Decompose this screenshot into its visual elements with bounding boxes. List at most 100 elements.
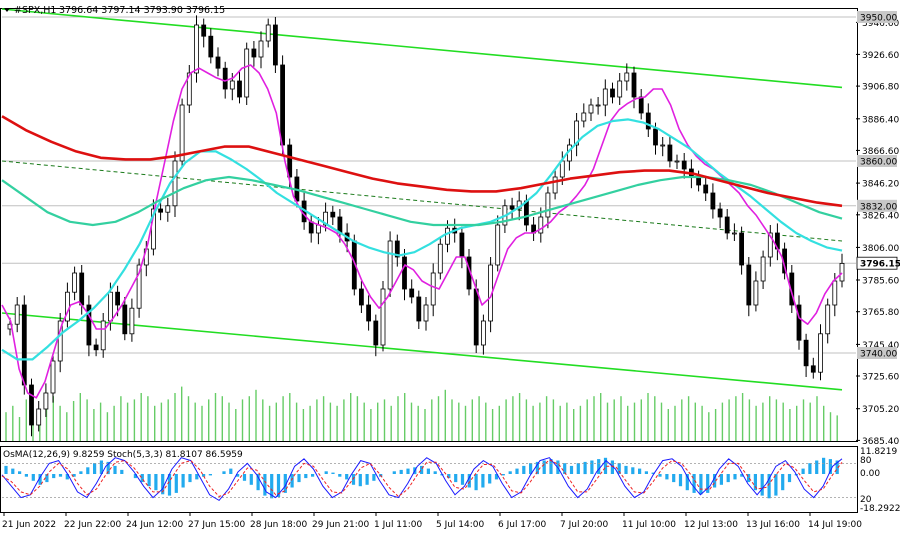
y-tick-label: 3705.20 bbox=[862, 405, 899, 415]
candle-body bbox=[810, 365, 816, 373]
candle bbox=[753, 271, 759, 312]
osma-bar bbox=[236, 474, 240, 477]
osma-bar bbox=[460, 474, 465, 485]
osma-bar bbox=[202, 474, 206, 477]
candle-body bbox=[115, 291, 120, 306]
osma-bar bbox=[208, 474, 212, 476]
candle-body bbox=[495, 224, 501, 266]
candle-body bbox=[445, 227, 450, 245]
candle-body bbox=[645, 112, 651, 130]
candle-body bbox=[387, 240, 393, 290]
osma-bar bbox=[529, 463, 533, 474]
price-level-tag: 3950.00 bbox=[857, 11, 897, 24]
candle-body bbox=[581, 112, 587, 122]
candle bbox=[430, 263, 436, 317]
candle-body bbox=[330, 211, 336, 218]
osma-bar bbox=[72, 474, 76, 477]
oscillator-panel-frame bbox=[0, 446, 858, 513]
osma-bar bbox=[713, 474, 717, 488]
osma-bar bbox=[678, 474, 683, 487]
osma-bar bbox=[808, 463, 812, 474]
osma-bar bbox=[474, 474, 478, 491]
price-panel-frame bbox=[0, 8, 858, 442]
osma-bar bbox=[835, 460, 839, 474]
candle bbox=[172, 151, 178, 217]
candle-body bbox=[43, 392, 49, 410]
osma-bar bbox=[617, 463, 621, 474]
candle-body bbox=[416, 296, 422, 322]
price-tag-background bbox=[857, 199, 897, 212]
channel-upper-line bbox=[1, 8, 843, 89]
osma-bar bbox=[195, 474, 199, 480]
oscillator-axis-label: 0.00 bbox=[860, 469, 880, 479]
candle-body bbox=[638, 96, 644, 114]
candle-body bbox=[631, 72, 637, 98]
candle bbox=[660, 137, 666, 157]
osma-bar bbox=[740, 474, 744, 477]
price-level-tag: 3796.15 bbox=[856, 256, 900, 270]
candle bbox=[394, 234, 400, 267]
candle bbox=[215, 47, 221, 77]
candle-body bbox=[602, 88, 608, 106]
osma-bar bbox=[433, 471, 437, 474]
osma-bar bbox=[358, 474, 362, 487]
candle-body bbox=[215, 56, 221, 69]
y-tick-label: 3906.80 bbox=[862, 83, 899, 93]
osma-bar bbox=[297, 474, 301, 483]
osma-bar bbox=[113, 465, 117, 474]
osma-bar bbox=[304, 474, 308, 479]
candle-body bbox=[746, 264, 752, 306]
candle-body bbox=[21, 304, 27, 386]
candle-body bbox=[57, 320, 63, 362]
osma-bar bbox=[815, 460, 819, 474]
candle bbox=[387, 231, 393, 297]
candle bbox=[667, 135, 673, 168]
candle-body bbox=[760, 256, 766, 282]
candle-body bbox=[287, 144, 293, 178]
candle-body bbox=[402, 256, 407, 290]
osma-bar bbox=[11, 468, 15, 474]
price-level-tag: 3860.00 bbox=[857, 155, 897, 168]
osma-bar bbox=[569, 465, 574, 474]
y-tick-label: 3866.60 bbox=[862, 147, 899, 157]
candle bbox=[373, 314, 379, 357]
osma-bar bbox=[828, 459, 832, 474]
osma-bar bbox=[345, 474, 349, 480]
candle-body bbox=[732, 232, 737, 235]
x-tick-label: 12 Jul 13:00 bbox=[684, 520, 738, 530]
osma-bar bbox=[787, 474, 792, 483]
osma-bar bbox=[45, 474, 49, 483]
candle bbox=[93, 338, 99, 357]
osma-bar bbox=[624, 465, 628, 474]
candle-body bbox=[653, 128, 658, 146]
osma-bar bbox=[644, 471, 648, 474]
candle bbox=[14, 297, 20, 333]
x-tick-label: 1 Jul 11:00 bbox=[374, 520, 423, 530]
osma-bar bbox=[542, 460, 546, 474]
candle bbox=[581, 103, 587, 128]
candle-body bbox=[409, 288, 415, 298]
candle-body bbox=[660, 144, 666, 147]
osma-bar bbox=[535, 461, 539, 475]
osma-bar bbox=[283, 474, 287, 493]
candle bbox=[36, 401, 42, 432]
candle-body bbox=[258, 40, 264, 58]
candle bbox=[43, 383, 49, 417]
candle bbox=[739, 226, 744, 275]
candle-body bbox=[50, 360, 56, 394]
candle bbox=[237, 71, 242, 104]
osma-bar bbox=[140, 474, 144, 483]
osma-bar bbox=[467, 474, 471, 488]
osma-bar bbox=[481, 474, 485, 488]
candle bbox=[732, 223, 737, 241]
price-tag-background bbox=[857, 155, 897, 167]
time-axis: 21 Jun 2022 22 Jun 22:00 24 Jun 12:00 27 Ju… bbox=[2, 512, 862, 530]
candle bbox=[158, 202, 164, 221]
symbol-dropdown-icon[interactable] bbox=[4, 8, 10, 12]
osma-bar bbox=[651, 472, 655, 474]
x-tick-label: 11 Jul 10:00 bbox=[622, 520, 676, 530]
osma-bar bbox=[229, 468, 233, 474]
y-tick-label: 3886.40 bbox=[862, 115, 899, 125]
